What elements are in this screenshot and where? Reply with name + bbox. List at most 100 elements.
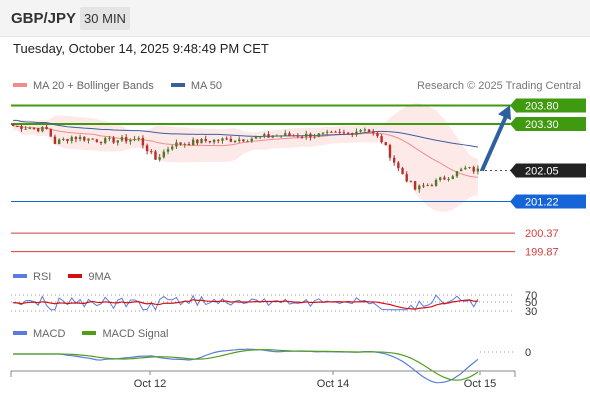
candle-body (108, 137, 111, 139)
candle-body (229, 138, 233, 142)
candle-body (141, 137, 145, 146)
price-level-label: 203.80 (525, 100, 559, 112)
candle-body (401, 168, 404, 175)
candle-body (275, 135, 279, 137)
candle-body (20, 126, 23, 130)
candle-body (158, 157, 161, 160)
candle-body (342, 132, 346, 134)
candle-body (434, 179, 438, 186)
macd-tick-label: 0 (525, 347, 531, 359)
candle-body (309, 133, 312, 138)
candle-body (476, 168, 480, 172)
candle-body (16, 125, 19, 127)
candle-body (313, 136, 316, 138)
macd-line (13, 348, 479, 384)
ma20-line (13, 125, 478, 178)
price-level-label: 203.30 (525, 119, 559, 131)
candle-body (359, 130, 362, 132)
candle-body (45, 126, 48, 130)
projection-arrow-shaft (480, 115, 508, 172)
candle-body (422, 185, 425, 187)
candle-body (388, 145, 392, 158)
candle-body (472, 167, 475, 172)
candle-body (258, 136, 262, 138)
candle-body (32, 128, 36, 130)
candle-body (62, 138, 65, 140)
credit-text: Research © 2025 Trading Central (416, 80, 581, 92)
rsi-line (13, 294, 479, 311)
price-level-tag (510, 194, 586, 209)
candle-body (70, 137, 73, 141)
candle-body (443, 177, 446, 180)
candle-body (380, 136, 383, 143)
candle-body (413, 181, 417, 190)
rsi-tick-label: 70 (525, 290, 537, 302)
candle-body (397, 162, 400, 169)
candle-body (372, 131, 375, 134)
rsi-tick-label: 30 (525, 306, 537, 318)
candle-body (221, 138, 224, 141)
price-levels-group: 203.80 203.30 202.05 201.22 200.37 199.87 (11, 98, 586, 259)
candle-body (392, 157, 396, 163)
candle-body (459, 169, 463, 172)
macd-signal-line (13, 349, 479, 381)
candle-body (200, 138, 203, 144)
price-level-tag (510, 163, 586, 178)
candle-body (171, 146, 174, 150)
candle-body (418, 185, 421, 190)
candle-body (212, 139, 216, 143)
candle-body (78, 136, 82, 140)
candle-body (254, 136, 258, 139)
candle-body (284, 133, 287, 136)
candle-body (112, 137, 115, 143)
legend-ma50: MA 50 (170, 80, 222, 92)
candle-body (204, 138, 207, 141)
price-level-label: 201.22 (525, 196, 559, 208)
candle-body (162, 151, 166, 158)
legend-macd-signal: MACD Signal (82, 328, 168, 340)
rsi-tick-label: 50 (525, 297, 537, 309)
candle-body (250, 138, 253, 142)
macd-signal-swatch (82, 331, 97, 336)
candle-body (187, 144, 191, 146)
candle-body (41, 126, 44, 132)
legend-rsi: RSI (13, 271, 51, 283)
candle-body (28, 128, 32, 130)
candle-body (279, 135, 283, 137)
price-legend: MA 20 + Bollinger Bands MA 50 (13, 80, 236, 92)
candle-body (137, 137, 140, 139)
candle-body (95, 139, 99, 142)
price-level-label: 202.05 (525, 166, 559, 178)
timeframe-button[interactable]: 30 MIN (80, 7, 130, 30)
candle-body (150, 151, 153, 153)
macd-legend: MACD MACD Signal (13, 328, 182, 340)
candle-body (87, 138, 90, 141)
candle-body (129, 139, 132, 142)
legend-rsi-ma: 9MA (68, 271, 111, 283)
candle-body (426, 185, 429, 187)
candle-body (225, 138, 228, 140)
x-tick-label: Oct 15 (464, 378, 496, 390)
candle-body (91, 138, 94, 140)
candle-body (305, 133, 308, 137)
candle-body (288, 133, 291, 136)
candle-body (363, 129, 367, 131)
candle-body (191, 139, 195, 146)
candle-body (154, 151, 157, 160)
candle-body (124, 137, 128, 142)
candle-body (53, 136, 57, 144)
candle-body (175, 142, 178, 147)
candle-body (116, 140, 119, 143)
candle-body (384, 142, 387, 146)
ma50-line (13, 119, 478, 148)
candle-body (83, 136, 86, 141)
candle-body (464, 167, 467, 170)
candle-body (74, 137, 78, 140)
candle-body (430, 185, 434, 187)
candle-body (120, 137, 124, 141)
macd-swatch (13, 331, 27, 336)
symbol-title: GBP/JPY (11, 10, 77, 27)
candle-body (208, 140, 212, 143)
candle-body (351, 133, 354, 135)
